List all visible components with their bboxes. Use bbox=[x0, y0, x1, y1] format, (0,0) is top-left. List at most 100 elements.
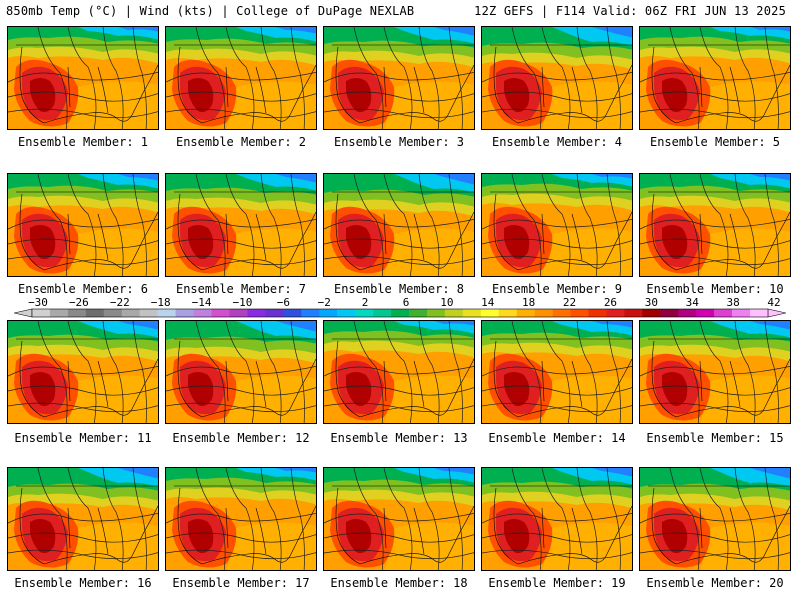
temperature-field bbox=[8, 27, 158, 129]
colorbar-tick-label: −14 bbox=[192, 297, 212, 309]
colorbar-segment bbox=[408, 309, 428, 317]
temperature-field bbox=[324, 174, 474, 276]
colorbar-segment bbox=[193, 309, 212, 317]
temperature-field bbox=[324, 468, 474, 570]
ensemble-member-map bbox=[165, 467, 317, 571]
colorbar-segment bbox=[247, 309, 266, 317]
colorbar-tick-label: 14 bbox=[481, 297, 495, 309]
colorbar-segment bbox=[696, 309, 715, 317]
colorbar-segment bbox=[678, 309, 697, 317]
temperature-field bbox=[166, 27, 316, 129]
colorbar-segment bbox=[229, 309, 248, 317]
ensemble-member-label: Ensemble Member: 13 bbox=[330, 431, 468, 445]
colorbar-tick-label: 2 bbox=[362, 297, 369, 309]
colorbar-segment bbox=[552, 309, 571, 317]
ensemble-member-map bbox=[639, 173, 791, 277]
ensemble-member-map bbox=[7, 26, 159, 130]
colorbar-segment bbox=[480, 309, 500, 317]
colorbar-segment bbox=[355, 309, 374, 317]
colorbar-tick-label: −26 bbox=[69, 297, 89, 309]
ensemble-member-map bbox=[323, 26, 475, 130]
ensemble-member-label: Ensemble Member: 1 bbox=[17, 135, 149, 149]
colorbar-segment bbox=[373, 309, 392, 317]
ensemble-member-label: Ensemble Member: 20 bbox=[646, 576, 784, 590]
colorbar-high-arrow bbox=[767, 308, 786, 318]
colorbar-tick-label: 18 bbox=[522, 297, 535, 309]
colorbar-low-arrow bbox=[14, 308, 33, 318]
colorbar-tick-label: 10 bbox=[440, 297, 453, 309]
colorbar-segment bbox=[301, 309, 320, 317]
colorbar-tick-label: −10 bbox=[233, 297, 253, 309]
colorbar-segment bbox=[32, 309, 51, 317]
colorbar-segment bbox=[103, 309, 123, 317]
colorbar-segment bbox=[660, 309, 679, 317]
ensemble-member-map bbox=[323, 173, 475, 277]
temperature-field bbox=[482, 174, 632, 276]
temperature-field bbox=[482, 27, 632, 129]
ensemble-member-label: Ensemble Member: 4 bbox=[491, 135, 623, 149]
ensemble-member-label: Ensemble Member: 10 bbox=[646, 282, 784, 296]
figure-title: 850mb Temp (°C) | Wind (kts) | College o… bbox=[6, 4, 415, 18]
colorbar-tick-label: −22 bbox=[110, 297, 130, 309]
ensemble-member-label: Ensemble Member: 3 bbox=[333, 135, 465, 149]
colorbar-segment bbox=[732, 309, 751, 317]
ensemble-member-label: Ensemble Member: 2 bbox=[175, 135, 307, 149]
colorbar-segment bbox=[139, 309, 158, 317]
ensemble-member-label: Ensemble Member: 9 bbox=[491, 282, 623, 296]
colorbar-tick-label: 34 bbox=[686, 297, 700, 309]
ensemble-member-map bbox=[323, 467, 475, 571]
colorbar-tick-label: −18 bbox=[151, 297, 171, 309]
ensemble-member-map bbox=[7, 173, 159, 277]
colorbar-tick-label: −2 bbox=[318, 297, 331, 309]
ensemble-member-map bbox=[481, 467, 633, 571]
ensemble-member-map bbox=[165, 320, 317, 424]
ensemble-member-label: Ensemble Member: 14 bbox=[488, 431, 626, 445]
ensemble-member-map bbox=[7, 320, 159, 424]
colorbar-segment bbox=[624, 309, 643, 317]
colorbar-segment bbox=[67, 309, 87, 317]
ensemble-member-map bbox=[481, 173, 633, 277]
ensemble-member-map bbox=[323, 320, 475, 424]
colorbar-segment bbox=[498, 309, 517, 317]
colorbar-segment bbox=[570, 309, 589, 317]
temperature-colorbar: −30 −26 −22 −18 −14 −10 −6 −2 2 6 10 14 18 22 26 30 34 38… bbox=[14, 297, 786, 318]
colorbar-tick-label: 42 bbox=[767, 297, 780, 309]
temperature-field bbox=[8, 174, 158, 276]
colorbar-tick-label: 22 bbox=[563, 297, 576, 309]
colorbar-tick-label: −6 bbox=[277, 297, 290, 309]
ensemble-member-map bbox=[639, 467, 791, 571]
ensemble-member-map bbox=[639, 26, 791, 130]
ensemble-member-label: Ensemble Member: 16 bbox=[14, 576, 152, 590]
temperature-field bbox=[640, 321, 790, 423]
ensemble-member-label: Ensemble Member: 17 bbox=[172, 576, 310, 590]
temperature-field bbox=[640, 27, 790, 129]
temperature-field bbox=[640, 468, 790, 570]
colorbar-segment bbox=[157, 309, 176, 317]
colorbar-segment bbox=[49, 309, 69, 317]
ensemble-member-map bbox=[481, 26, 633, 130]
colorbar-segment bbox=[121, 309, 141, 317]
colorbar-segment bbox=[283, 309, 302, 317]
temperature-field bbox=[324, 321, 474, 423]
colorbar-segment bbox=[175, 309, 194, 317]
colorbar-segment bbox=[588, 309, 607, 317]
colorbar-segment bbox=[265, 309, 284, 317]
ensemble-member-label: Ensemble Member: 8 bbox=[333, 282, 465, 296]
colorbar-segment bbox=[444, 309, 464, 317]
colorbar-segment bbox=[319, 309, 338, 317]
colorbar-segment bbox=[606, 309, 625, 317]
temperature-field bbox=[640, 174, 790, 276]
ensemble-member-label: Ensemble Member: 12 bbox=[172, 431, 310, 445]
temperature-field bbox=[482, 468, 632, 570]
colorbar-tick-label: 6 bbox=[403, 297, 410, 309]
ensemble-member-map bbox=[639, 320, 791, 424]
ensemble-member-label: Ensemble Member: 5 bbox=[649, 135, 781, 149]
colorbar-segment bbox=[714, 309, 733, 317]
temperature-field bbox=[166, 468, 316, 570]
colorbar-segment bbox=[426, 309, 446, 317]
ensemble-member-label: Ensemble Member: 7 bbox=[175, 282, 307, 296]
ensemble-member-label: Ensemble Member: 18 bbox=[330, 576, 468, 590]
ensemble-member-map bbox=[481, 320, 633, 424]
temperature-field bbox=[8, 468, 158, 570]
ensemble-member-label: Ensemble Member: 19 bbox=[488, 576, 626, 590]
